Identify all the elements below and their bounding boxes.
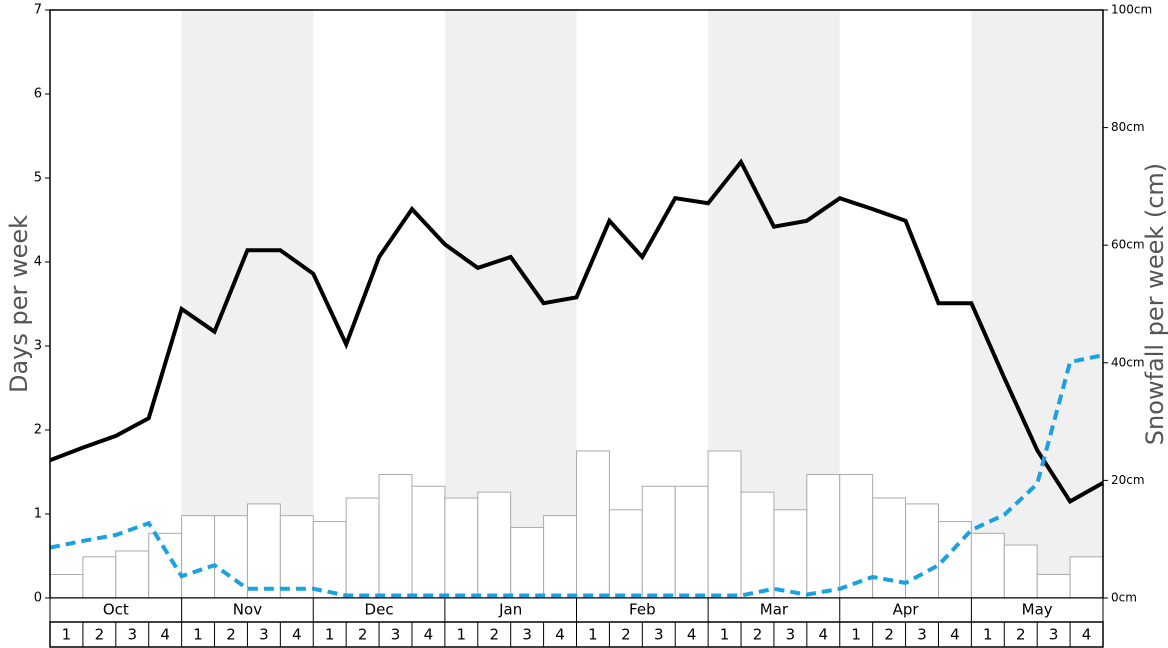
y2-axis-label: Snowfall per week (cm): [1141, 163, 1168, 445]
y2-tick-label: 80cm: [1111, 120, 1145, 134]
bar: [543, 515, 577, 599]
month-band: [971, 10, 1103, 598]
week-label: 2: [226, 626, 236, 644]
dashed-line: [49, 353, 1104, 598]
y-axis-label: Days per week: [5, 215, 33, 393]
week-label: 3: [917, 626, 927, 644]
week-label: 4: [160, 626, 170, 644]
month-label: Dec: [365, 601, 394, 619]
y-tick-label: 4: [34, 255, 42, 270]
bar: [641, 485, 676, 599]
week-label: 3: [391, 626, 401, 644]
week-label: 4: [555, 626, 565, 644]
week-label: 4: [950, 626, 960, 644]
week-label: 3: [127, 626, 137, 644]
y-tick-label: 3: [34, 339, 42, 354]
bar: [839, 474, 874, 599]
bar: [444, 497, 479, 599]
month-label: Jan: [498, 601, 522, 619]
bar: [674, 485, 709, 599]
bar: [740, 491, 775, 599]
y-tick-label: 0: [34, 591, 42, 606]
bar: [773, 509, 808, 599]
y2-tick-label: 20cm: [1111, 473, 1145, 487]
bar: [905, 503, 939, 599]
month-label: May: [1022, 601, 1053, 619]
bar: [246, 503, 281, 599]
bar: [510, 526, 545, 599]
bar: [970, 532, 1005, 599]
y-tick-label: 5: [34, 171, 42, 186]
bar: [279, 515, 314, 599]
week-label: 3: [1049, 626, 1059, 644]
bar: [707, 450, 742, 599]
week-label: 2: [95, 626, 105, 644]
month-label: Feb: [629, 601, 656, 619]
month-label: Apr: [893, 601, 920, 619]
bar: [806, 474, 841, 599]
week-label: 1: [193, 626, 203, 644]
month-label: Nov: [233, 601, 262, 619]
week-label: 1: [325, 626, 335, 644]
week-label: 4: [687, 626, 697, 644]
y-tick-label: 1: [34, 507, 42, 522]
week-label: 2: [753, 626, 763, 644]
bar: [1036, 573, 1071, 599]
month-label: Mar: [760, 601, 789, 619]
bar: [345, 497, 380, 599]
bar: [477, 491, 512, 599]
week-label: 3: [259, 626, 269, 644]
bar: [1069, 556, 1104, 599]
y2-tick-label: 40cm: [1111, 355, 1145, 369]
week-label: 2: [489, 626, 499, 644]
week-label: 4: [819, 626, 829, 644]
week-label: 1: [588, 626, 598, 644]
bar: [1003, 544, 1038, 599]
bar: [378, 474, 413, 599]
y-tick-label: 2: [34, 423, 42, 438]
week-label: 3: [522, 626, 532, 644]
week-label: 4: [424, 626, 434, 644]
week-label: 2: [358, 626, 368, 644]
month-label: Oct: [103, 601, 129, 619]
bar: [576, 450, 610, 599]
y2-tick-label: 60cm: [1111, 238, 1145, 252]
y-tick-label: 6: [34, 87, 42, 102]
y-tick-label: 7: [34, 3, 42, 18]
bar: [312, 521, 347, 599]
y2-tick-label: 100cm: [1111, 3, 1152, 17]
week-label: 1: [983, 626, 993, 644]
week-label: 1: [851, 626, 861, 644]
week-label: 4: [1082, 626, 1092, 644]
bar: [608, 509, 643, 599]
week-label: 1: [62, 626, 72, 644]
week-label: 4: [292, 626, 302, 644]
bar: [49, 573, 84, 599]
y2-tick-label: 0cm: [1111, 591, 1137, 605]
week-label: 3: [654, 626, 664, 644]
bar: [411, 485, 446, 599]
week-label: 2: [1016, 626, 1026, 644]
bar: [82, 556, 117, 599]
week-label: 2: [621, 626, 631, 644]
week-label: 2: [884, 626, 894, 644]
month-band: [181, 10, 314, 598]
bar: [115, 550, 150, 599]
bar: [181, 515, 216, 599]
line: [49, 158, 1104, 505]
week-label: 1: [720, 626, 730, 644]
week-label: 3: [786, 626, 796, 644]
week-label: 1: [457, 626, 467, 644]
